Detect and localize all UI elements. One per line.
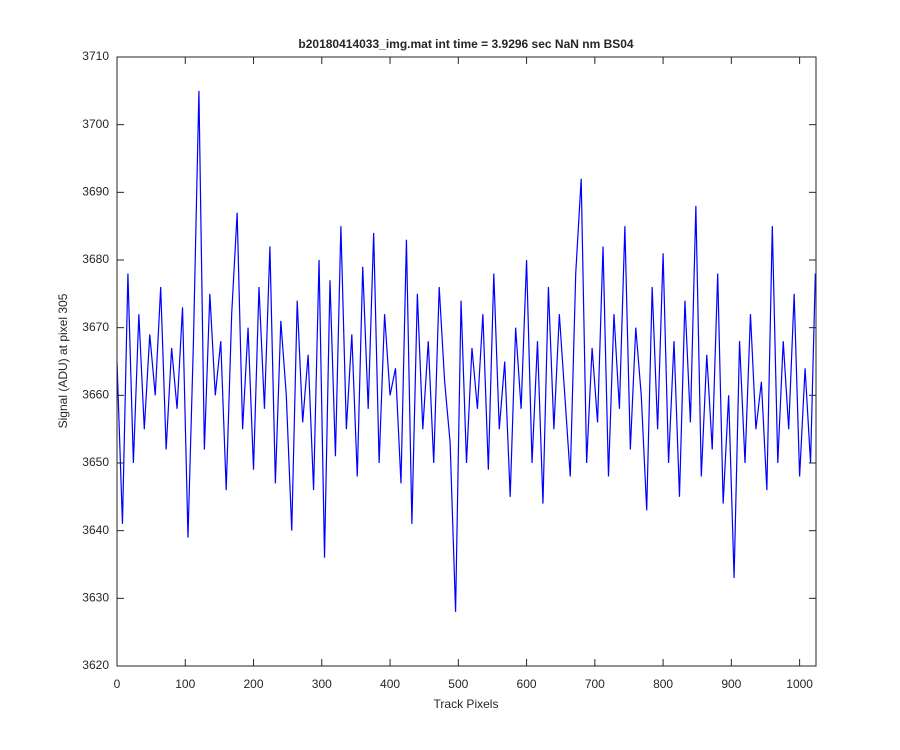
y-tick-label: 3670 (82, 320, 109, 334)
chart-title: b20180414033_img.mat int time = 3.9296 s… (298, 37, 634, 51)
y-axis-label: Signal (ADU) at pixel 305 (56, 293, 70, 428)
y-tick-label: 3700 (82, 117, 109, 131)
y-tick-label: 3690 (82, 185, 109, 199)
x-tick-label: 200 (244, 677, 264, 691)
y-tick-label: 3620 (82, 658, 109, 672)
x-tick-label: 300 (312, 677, 332, 691)
x-tick-label: 400 (380, 677, 400, 691)
x-tick-label: 1000 (786, 677, 813, 691)
x-tick-label: 900 (721, 677, 741, 691)
y-tick-label: 3640 (82, 523, 109, 537)
x-tick-label: 100 (175, 677, 195, 691)
y-tick-label: 3660 (82, 388, 109, 402)
x-axis-label: Track Pixels (434, 697, 499, 711)
y-tick-label: 3630 (82, 591, 109, 605)
x-tick-label: 500 (448, 677, 468, 691)
y-tick-label: 3680 (82, 252, 109, 266)
y-tick-label: 3650 (82, 455, 109, 469)
x-tick-label: 600 (517, 677, 537, 691)
x-tick-label: 800 (653, 677, 673, 691)
x-tick-label: 0 (114, 677, 121, 691)
axes-box (116, 56, 817, 667)
data-line (116, 90, 816, 612)
x-tick-label: 700 (585, 677, 605, 691)
y-tick-label: 3710 (82, 49, 109, 63)
